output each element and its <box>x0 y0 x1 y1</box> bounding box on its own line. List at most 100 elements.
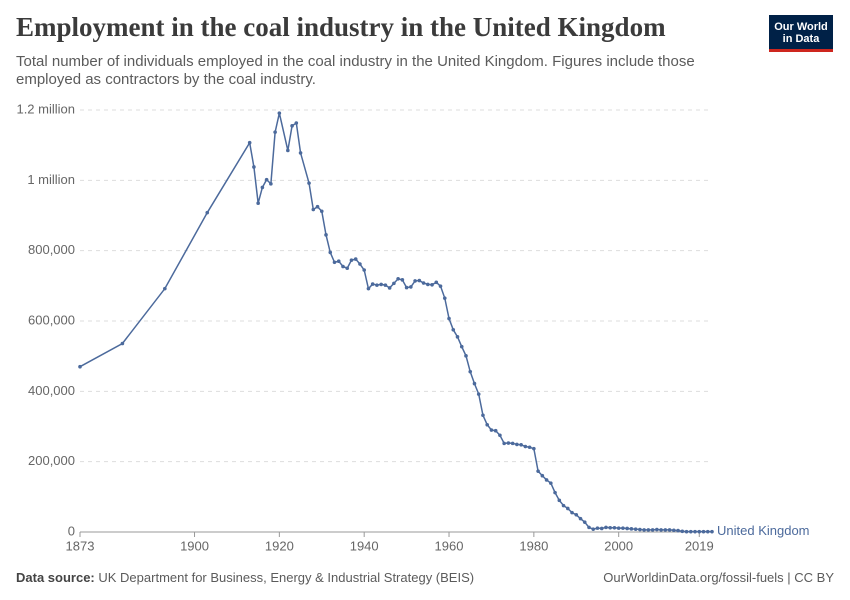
point <box>409 285 413 289</box>
point <box>256 201 260 205</box>
chart-title: Employment in the coal industry in the U… <box>16 12 666 42</box>
point <box>455 335 460 339</box>
point <box>659 528 663 532</box>
point <box>269 182 273 186</box>
point <box>523 444 528 449</box>
point <box>672 528 676 533</box>
point <box>532 446 536 451</box>
point <box>294 121 299 125</box>
point <box>519 442 523 447</box>
point <box>358 262 362 266</box>
point <box>710 529 714 534</box>
point <box>307 181 311 185</box>
point <box>472 381 477 386</box>
point <box>536 469 540 473</box>
point <box>604 525 608 530</box>
point <box>506 441 511 445</box>
point <box>298 151 303 155</box>
point <box>701 529 706 534</box>
x-tick-label: 1980 <box>519 538 548 553</box>
point <box>366 286 371 291</box>
point <box>370 282 375 286</box>
point <box>693 529 697 534</box>
point <box>515 442 519 447</box>
point <box>273 130 277 134</box>
point <box>510 441 515 446</box>
point <box>426 282 430 287</box>
point <box>286 148 290 153</box>
point <box>247 140 252 145</box>
point <box>349 258 354 262</box>
point <box>362 268 366 272</box>
point <box>396 277 400 281</box>
point <box>434 280 439 285</box>
point <box>544 478 549 482</box>
point <box>336 259 341 264</box>
point <box>78 364 82 369</box>
point <box>413 279 417 283</box>
point <box>608 525 613 530</box>
footer-link[interactable]: OurWorldinData.org/fossil-fuels | CC BY <box>603 570 834 585</box>
point <box>549 481 553 485</box>
point <box>311 207 316 212</box>
point <box>595 526 600 530</box>
point <box>540 473 545 478</box>
source: Data source: UK Department for Business,… <box>16 570 474 585</box>
point <box>481 413 485 418</box>
point <box>498 433 502 438</box>
point <box>638 527 642 532</box>
logo-text: Our World <box>774 21 828 33</box>
logo[interactable]: Our World in Data <box>769 15 833 52</box>
point <box>582 520 587 524</box>
y-tick-label: 0 <box>68 523 75 538</box>
point <box>688 529 693 534</box>
x-tick-label: 1900 <box>180 538 209 553</box>
point <box>621 526 625 530</box>
point <box>459 344 464 349</box>
point <box>205 210 210 215</box>
point <box>616 526 621 530</box>
point <box>277 111 282 115</box>
point <box>324 233 328 237</box>
point <box>570 510 574 515</box>
x-tick-label: 1873 <box>66 538 95 553</box>
point <box>447 316 451 321</box>
point <box>421 281 426 285</box>
point <box>591 527 596 531</box>
point <box>451 327 456 332</box>
point <box>502 441 506 446</box>
point <box>527 445 532 450</box>
point <box>599 526 604 531</box>
point <box>379 282 383 287</box>
point <box>315 204 320 209</box>
point <box>561 503 566 508</box>
point <box>493 428 498 433</box>
point <box>557 498 562 503</box>
point <box>655 527 659 532</box>
point <box>332 260 337 265</box>
y-tick-label: 1 million <box>27 172 75 187</box>
point <box>328 250 333 255</box>
point <box>625 526 629 531</box>
y-tick-label: 800,000 <box>28 242 75 257</box>
point <box>705 529 710 534</box>
y-tick-label: 600,000 <box>28 312 75 327</box>
point <box>485 422 489 427</box>
point <box>629 527 634 531</box>
point <box>404 285 409 290</box>
point <box>676 528 680 533</box>
point <box>341 264 345 269</box>
point <box>430 282 434 287</box>
point <box>375 283 379 287</box>
point <box>667 528 672 532</box>
point <box>264 177 269 182</box>
point <box>468 369 473 374</box>
source-text: UK Department for Business, Energy & Ind… <box>98 570 475 585</box>
point <box>663 528 668 532</box>
chart-subtitle: Total number of individuals employed in … <box>16 53 695 88</box>
point <box>646 528 651 532</box>
point <box>260 185 265 190</box>
point <box>578 516 583 521</box>
series-label: United Kingdom <box>717 523 810 538</box>
